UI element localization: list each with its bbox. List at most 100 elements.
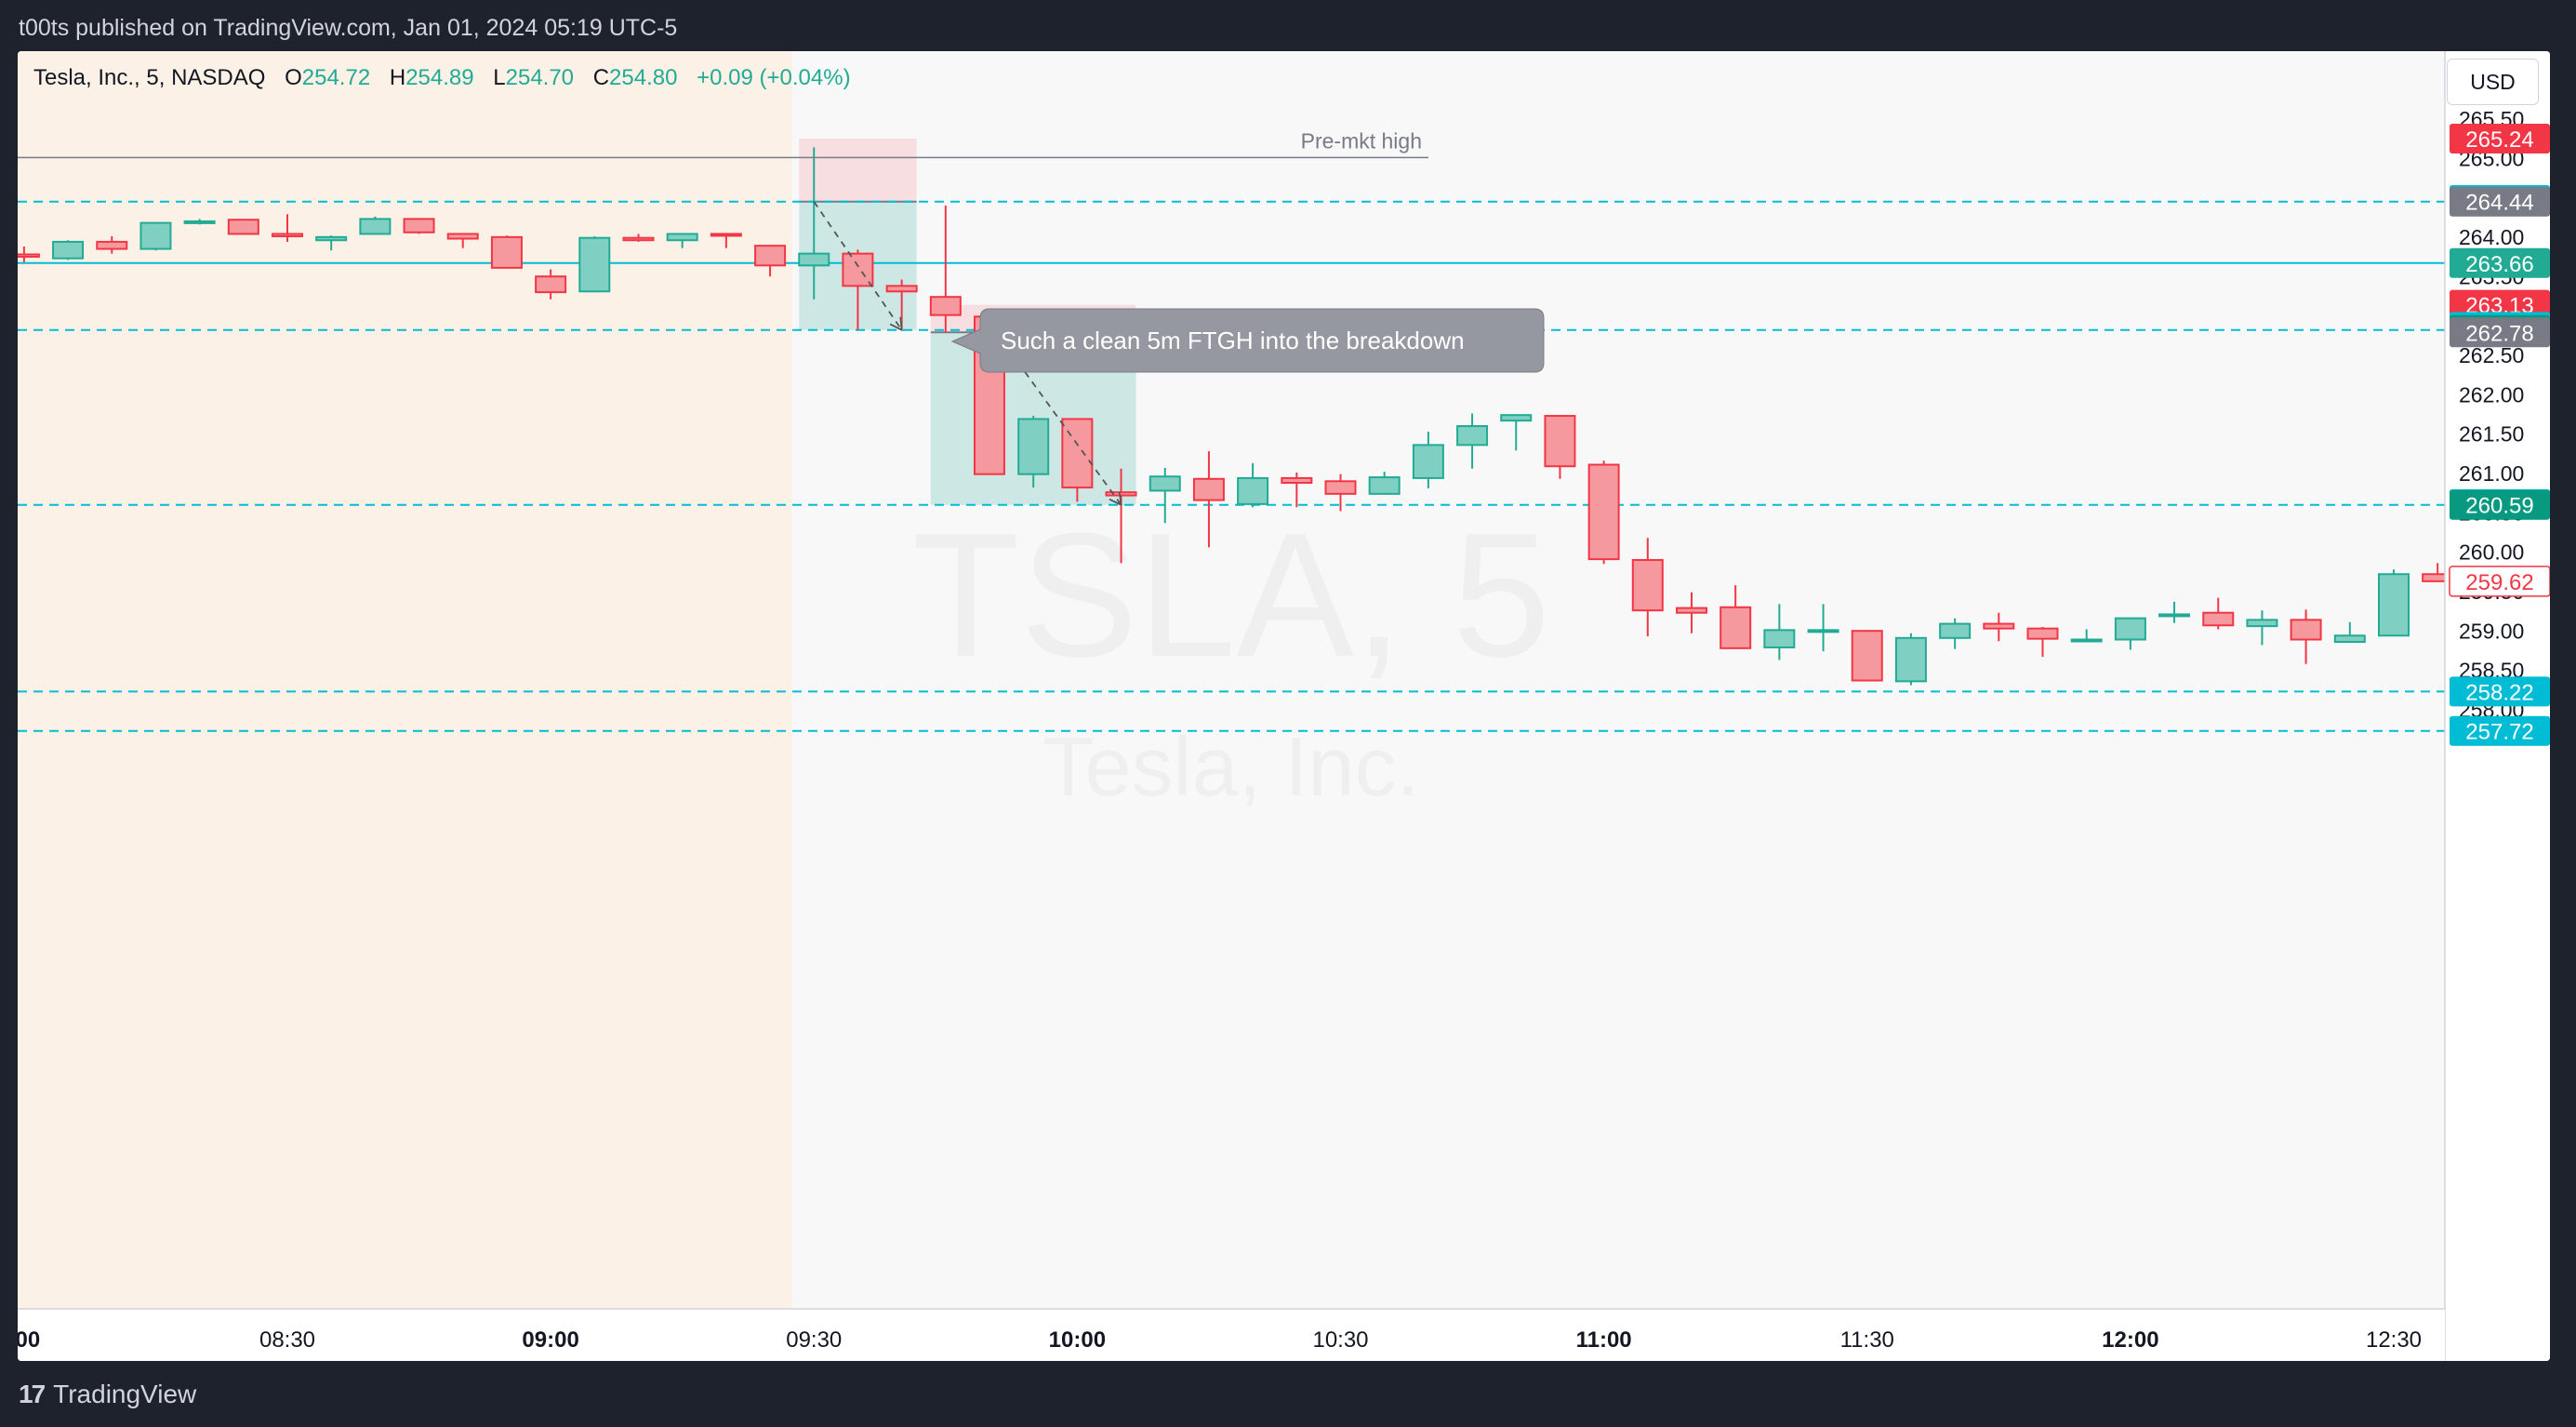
time-axis-background [18,1309,2445,1361]
candle-body [1676,607,1708,614]
candle-body [490,235,523,269]
candle-body [403,218,435,233]
chart-canvas[interactable]: TSLA, 5 Tesla, Inc. Pre-mkt high Such a cle… [18,51,2550,1361]
candle-body [272,233,303,238]
position-risk-zone [799,139,917,202]
candle-body [52,240,85,260]
price-label-badge [2450,489,2550,520]
candle-body [798,252,830,267]
legend-low-label: L [493,65,506,90]
candle-body [2246,619,2278,628]
projection-arrow-head [1109,491,1122,507]
legend-close-value: 254.80 [609,65,678,90]
candle-body [18,253,40,259]
candle-body [1807,629,1839,633]
candle-body [2202,611,2235,627]
candle-body [710,233,742,237]
watermark-symbol: TSLA, 5 [912,497,1550,694]
projection-arrow-head [889,316,903,332]
candle-body [2026,627,2059,640]
candle-body [1544,415,1576,468]
candle-body [1281,476,1313,485]
premarket-high-label: Pre-mkt high [1301,128,1422,153]
price-label-text: 262.78 [2465,321,2533,346]
currency-button[interactable]: USD [2447,59,2539,105]
candle-body [315,235,348,242]
x-tick-label: 12:00 [2102,1327,2158,1353]
y-tick-label: 260.00 [2459,540,2524,565]
candle-body [1017,418,1050,475]
chart-frame[interactable]: TSLA, 5 Tesla, Inc. Pre-mkt high Such a cle… [18,51,2550,1361]
candle-body [1412,444,1444,479]
candle-body [139,221,172,250]
legend-open-label: O [285,65,302,90]
watermark-name: Tesla, Inc. [1042,721,1419,814]
candle-body [666,233,698,242]
candle-body [446,233,479,240]
candle-body [1237,476,1269,505]
candle-body [754,245,787,267]
candle-body [1631,558,1664,612]
price-label-text: 258.22 [2465,680,2533,705]
candle-body [2114,617,2146,641]
price-label-badge [2449,566,2550,597]
candle-body [578,236,611,293]
annotation-text: Such a clean 5m FTGH into the breakdown [1001,327,1465,354]
x-tick-label: 08:30 [259,1327,315,1353]
candle-body [1720,606,1752,649]
footer: 17 TradingView [0,1361,2576,1427]
candle-body [1324,480,1357,495]
candle-body [1587,463,1620,561]
legend-open-value: 254.72 [301,65,371,90]
candle-body [2070,638,2103,643]
x-tick-label: 09:00 [522,1327,578,1353]
y-tick-label: 262.00 [2459,382,2524,407]
annotation-callout [950,308,1545,373]
price-label-text: 263.66 [2465,252,2533,277]
premarket-shading [18,51,792,1309]
candle-body [96,240,128,250]
y-tick-label: 261.00 [2459,461,2524,486]
candle-body [535,275,567,294]
price-label-badge [2450,247,2550,278]
tradingview-logo[interactable]: 17 TradingView [19,1380,196,1409]
candle-body [842,252,874,287]
price-label-text: 264.44 [2465,191,2533,216]
candle-body [1149,475,1181,492]
candle-body [1192,477,1225,501]
candle-body [1851,630,1883,682]
candle-body [1500,414,1533,422]
legend-low-value: 254.70 [505,65,575,90]
price-label-badge [2450,186,2550,217]
candle-body [2333,634,2366,644]
price-label-text: 265.24 [2465,127,2533,153]
candle-body [1105,491,1137,497]
candle-body [2158,613,2191,618]
price-label-badge [2450,317,2550,348]
y-tick-label: 259.00 [2459,619,2524,643]
legend-high-value: 254.89 [405,65,474,90]
y-tick-label: 264.00 [2459,225,2524,249]
candle-body [1983,622,2015,630]
candle-body [1368,476,1401,495]
price-label-text: 259.62 [2465,570,2533,595]
x-tick-label: 10:00 [1049,1327,1106,1353]
x-tick-label: :00 [18,1327,40,1353]
candle-body [885,285,918,293]
price-label-text: 260.59 [2465,494,2533,519]
candle-body [1456,425,1489,447]
candle-body [2290,619,2322,641]
projection-arrow-line [813,201,903,331]
candle-body [1939,622,1972,639]
legend-high-label: H [389,65,406,90]
tradingview-brand: TradingView [53,1380,197,1408]
candle-body [622,236,655,242]
price-label-badge [2450,715,2550,746]
tradingview-logo-icon: 17 [19,1380,46,1408]
x-tick-label: 12:30 [2366,1327,2422,1353]
publish-text: t00ts published on TradingView.com, Jan … [19,15,678,41]
candle-body [1061,418,1094,489]
legend-symbol: Tesla, Inc., 5, NASDAQ [33,65,266,90]
symbol-legend: Tesla, Inc., 5, NASDAQ O254.72 H254.89 L… [33,65,851,91]
y-tick-label: 262.50 [2459,343,2524,367]
